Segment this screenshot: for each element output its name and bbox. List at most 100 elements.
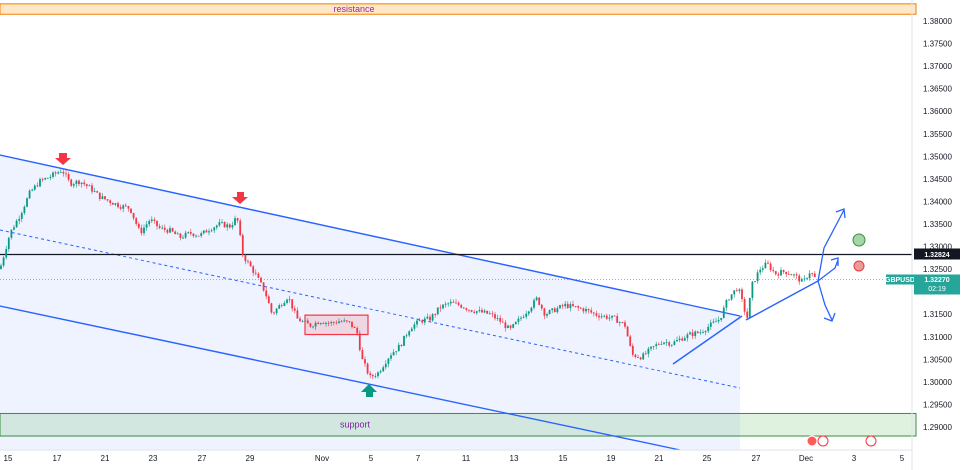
candle-body	[408, 331, 411, 336]
x-tick-label: 27	[752, 454, 761, 463]
candle-body	[676, 339, 678, 342]
candle-body	[301, 320, 304, 322]
candle-body	[720, 317, 723, 320]
candle-body	[431, 314, 434, 321]
candle-body	[322, 323, 325, 324]
candle-body	[416, 320, 418, 325]
candle-body	[730, 294, 733, 300]
candle-body	[223, 222, 226, 228]
resistance-label: resistance	[333, 4, 374, 14]
x-tick-label: 21	[101, 454, 110, 463]
candle-body	[231, 225, 234, 228]
y-tick-label: 1.36000	[923, 107, 952, 116]
candle-body	[689, 332, 691, 335]
y-tick-label: 1.30500	[923, 355, 952, 364]
candle-body	[39, 179, 41, 187]
candle-body	[754, 281, 756, 282]
candle-body	[774, 271, 777, 275]
candle-body	[358, 333, 361, 351]
x-tick-label: 15	[559, 454, 568, 463]
candle-body	[57, 172, 60, 174]
candle-body	[579, 307, 582, 309]
candle-body	[286, 299, 288, 303]
candle-body	[80, 182, 83, 185]
candle-body	[691, 332, 694, 337]
candle-body	[585, 309, 587, 312]
candle-body	[600, 316, 603, 318]
channel-upper-line	[0, 154, 741, 317]
candle-body	[145, 224, 148, 228]
candle-body	[101, 196, 104, 200]
x-tick-label: 17	[53, 454, 62, 463]
x-tick-label: Dec	[799, 454, 813, 463]
candle-body	[299, 318, 301, 322]
candle-body	[288, 299, 291, 301]
candle-body	[244, 255, 247, 262]
down-marker-2	[232, 192, 248, 204]
candle-body	[631, 345, 634, 355]
candle-body	[176, 233, 179, 235]
candle-body	[728, 299, 730, 301]
candle-body	[171, 228, 174, 232]
candle-body	[13, 227, 15, 230]
candle-body	[221, 222, 223, 223]
candle-body	[668, 342, 671, 346]
candle-body	[746, 311, 749, 318]
candle-body	[184, 232, 187, 238]
arrow-up-path	[817, 209, 845, 282]
candle-body	[733, 290, 736, 295]
candle-body	[462, 307, 465, 309]
candle-body	[808, 273, 811, 279]
candle-body	[257, 273, 260, 278]
candle-body	[395, 351, 398, 353]
candle-body	[421, 320, 424, 323]
candle-body	[28, 190, 31, 199]
candle-body	[748, 297, 751, 318]
level-tag-text: 1.32824	[924, 252, 949, 259]
candle-body	[31, 189, 34, 191]
candle-body	[525, 313, 528, 317]
candle-body	[325, 322, 327, 324]
candle-body	[187, 232, 190, 233]
channel-mid-line	[0, 229, 741, 389]
candle-body	[574, 306, 577, 307]
candle-body	[117, 203, 119, 208]
candle-body	[351, 321, 353, 327]
candle-body	[166, 229, 169, 233]
candle-body	[707, 326, 710, 332]
candle-body	[270, 303, 273, 313]
candle-body	[200, 233, 203, 236]
y-tick-label: 1.31500	[923, 310, 952, 319]
candle-body	[637, 357, 639, 358]
candle-body	[189, 232, 192, 234]
candle-body	[759, 269, 762, 273]
candle-body	[582, 308, 585, 312]
candle-body	[665, 342, 668, 344]
candle-body	[15, 220, 18, 228]
y-tick-label: 1.34000	[923, 197, 952, 206]
x-tick-label: 23	[149, 454, 158, 463]
target-up-circle	[852, 233, 866, 247]
candle-body	[535, 297, 538, 301]
candle-body	[353, 326, 356, 328]
candle-body	[356, 327, 359, 334]
candle-body	[319, 323, 322, 325]
y-tick-label: 1.35000	[923, 152, 952, 161]
candle-body	[96, 191, 99, 193]
candle-body	[767, 262, 769, 264]
candle-body	[699, 332, 702, 334]
candle-body	[158, 226, 161, 228]
y-tick-label: 1.29500	[923, 400, 952, 409]
symbol-tag-text: GBPUSD	[885, 277, 915, 284]
support-label: support	[340, 420, 371, 430]
candle-body	[520, 317, 522, 319]
candle-body	[174, 231, 177, 235]
candle-body	[561, 305, 564, 307]
candle-body	[44, 177, 47, 180]
candle-body	[46, 177, 49, 179]
candle-body	[70, 179, 73, 186]
x-tick-label: 5	[369, 454, 374, 463]
y-axis: 1.38000 1.37500 1.37000 1.36500 1.36000 1.355…	[911, 0, 952, 470]
candle-body	[717, 319, 720, 322]
